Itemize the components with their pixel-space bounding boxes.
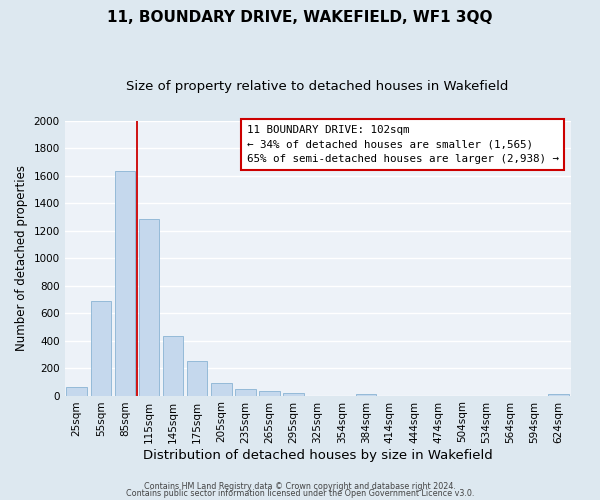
- Bar: [356, 394, 376, 396]
- Title: Size of property relative to detached houses in Wakefield: Size of property relative to detached ho…: [127, 80, 509, 93]
- Bar: [235, 388, 256, 396]
- Y-axis label: Number of detached properties: Number of detached properties: [15, 165, 28, 351]
- Bar: [115, 170, 135, 396]
- Bar: [163, 336, 184, 396]
- Bar: [91, 300, 111, 396]
- Bar: [67, 386, 87, 396]
- Text: 11, BOUNDARY DRIVE, WAKEFIELD, WF1 3QQ: 11, BOUNDARY DRIVE, WAKEFIELD, WF1 3QQ: [107, 10, 493, 25]
- Bar: [187, 361, 208, 396]
- Text: Contains public sector information licensed under the Open Government Licence v3: Contains public sector information licen…: [126, 490, 474, 498]
- Text: 11 BOUNDARY DRIVE: 102sqm
← 34% of detached houses are smaller (1,565)
65% of se: 11 BOUNDARY DRIVE: 102sqm ← 34% of detac…: [247, 124, 559, 164]
- Bar: [283, 393, 304, 396]
- X-axis label: Distribution of detached houses by size in Wakefield: Distribution of detached houses by size …: [143, 450, 493, 462]
- Bar: [211, 383, 232, 396]
- Text: Contains HM Land Registry data © Crown copyright and database right 2024.: Contains HM Land Registry data © Crown c…: [144, 482, 456, 491]
- Bar: [139, 219, 159, 396]
- Bar: [548, 394, 569, 396]
- Bar: [259, 392, 280, 396]
